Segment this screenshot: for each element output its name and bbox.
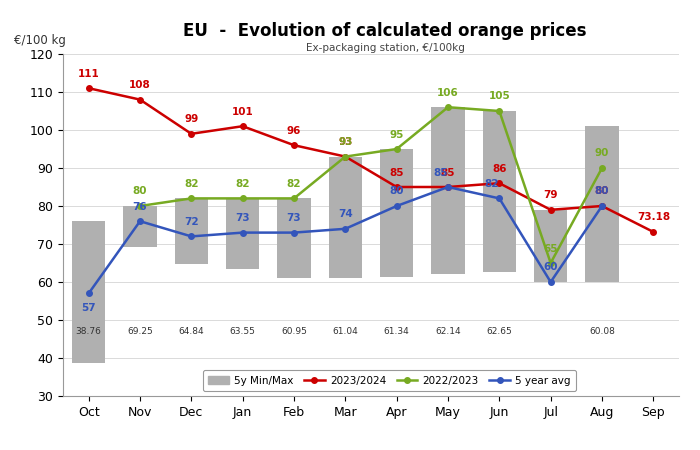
Text: 76: 76 [133, 202, 147, 211]
Text: 82: 82 [287, 179, 301, 189]
Text: 74: 74 [338, 209, 353, 219]
Text: 79: 79 [543, 190, 558, 200]
Text: 73: 73 [287, 213, 301, 223]
Text: 96: 96 [287, 126, 301, 136]
Text: 64.84: 64.84 [178, 327, 204, 336]
Text: 86: 86 [492, 164, 507, 174]
Text: 60.95: 60.95 [281, 327, 307, 336]
Text: 105: 105 [489, 91, 510, 102]
Text: 65: 65 [543, 243, 558, 253]
Legend: 5y Min/Max, 2023/2024, 2022/2023, 5 year avg: 5y Min/Max, 2023/2024, 2022/2023, 5 year… [203, 370, 576, 391]
Text: 80: 80 [595, 186, 609, 197]
Text: 80: 80 [133, 186, 147, 197]
Bar [226, 198, 259, 269]
Text: 101: 101 [232, 107, 253, 117]
Text: 106: 106 [437, 88, 459, 98]
Bar [123, 206, 157, 247]
Bar [431, 107, 465, 274]
Text: 38.76: 38.76 [76, 327, 101, 336]
Text: EU  -  Evolution of calculated orange prices: EU - Evolution of calculated orange pric… [183, 22, 587, 40]
Text: 90: 90 [595, 148, 609, 158]
Text: 93: 93 [338, 137, 353, 147]
Text: 108: 108 [129, 80, 151, 90]
Text: 85: 85 [433, 167, 447, 177]
Text: 63.55: 63.55 [230, 327, 256, 336]
Bar [585, 126, 619, 282]
Bar [72, 221, 105, 363]
Bar [329, 157, 362, 278]
Text: 85: 85 [389, 167, 404, 177]
Text: 61.34: 61.34 [384, 327, 409, 336]
Text: 73.18: 73.18 [637, 212, 670, 222]
Text: 57: 57 [81, 303, 96, 313]
Text: 73: 73 [235, 213, 250, 223]
Text: 85: 85 [441, 167, 455, 177]
Text: 82: 82 [184, 179, 199, 189]
Text: €/100 kg: €/100 kg [14, 34, 66, 47]
Text: 60.08: 60.08 [589, 327, 615, 336]
Text: 95: 95 [389, 130, 404, 140]
Text: 60: 60 [543, 262, 558, 273]
Text: 82: 82 [484, 179, 499, 189]
Text: 61.04: 61.04 [332, 327, 358, 336]
Text: 111: 111 [78, 69, 99, 79]
Text: 72: 72 [184, 217, 199, 227]
Text: 99: 99 [184, 114, 199, 124]
Text: 93: 93 [338, 137, 353, 147]
Bar [380, 149, 413, 277]
Text: 80: 80 [389, 186, 404, 197]
Text: Ex-packaging station, €/100kg: Ex-packaging station, €/100kg [306, 43, 464, 53]
Text: 62.65: 62.65 [486, 327, 512, 336]
Text: 80: 80 [595, 186, 609, 197]
Bar [483, 111, 516, 272]
Bar [534, 210, 567, 282]
Bar [174, 198, 208, 264]
Bar [277, 198, 311, 279]
Text: 82: 82 [235, 179, 250, 189]
Text: 62.14: 62.14 [435, 327, 461, 336]
Text: 69.25: 69.25 [127, 327, 153, 336]
